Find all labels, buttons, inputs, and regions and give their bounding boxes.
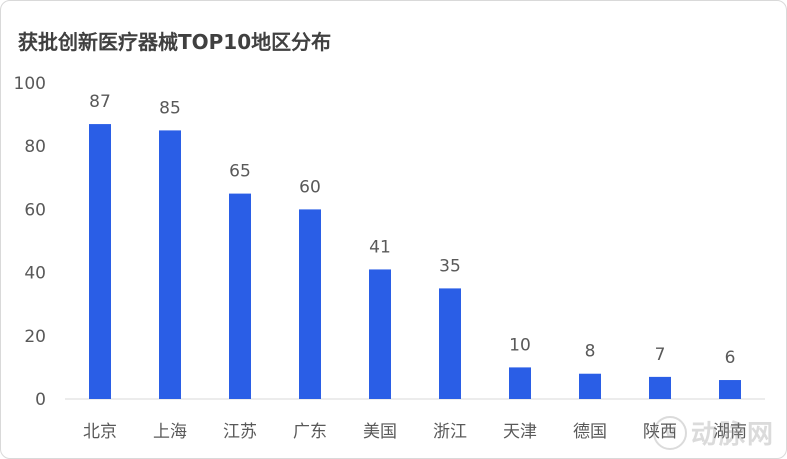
data-label: 60: [299, 177, 321, 197]
x-tick-label: 美国: [363, 422, 397, 442]
y-axis-ticks: 0 20 40 60 80 100: [14, 74, 46, 410]
x-axis-ticks: 北京 上海 江苏 广东 美国 浙江 天津 德国 陕西 湖南: [83, 422, 747, 442]
data-label: 8: [585, 342, 596, 362]
y-tick-label: 60: [24, 200, 46, 220]
x-tick-label: 德国: [573, 422, 607, 442]
chart-title: 获批创新医疗器械TOP10地区分布: [18, 30, 332, 54]
data-label: 7: [655, 345, 666, 365]
y-tick-label: 0: [35, 390, 46, 410]
x-tick-label: 浙江: [433, 422, 467, 442]
bar: [649, 376, 671, 399]
data-label: 6: [725, 348, 736, 368]
data-label: 35: [439, 256, 461, 276]
x-tick-label: 上海: [153, 422, 187, 442]
data-label: 65: [229, 162, 251, 182]
bar: [719, 380, 741, 399]
y-tick-label: 100: [14, 74, 46, 94]
watermark-text: 动脉网: [690, 420, 775, 450]
y-tick-label: 20: [24, 327, 46, 347]
bars: [89, 124, 741, 399]
bar: [159, 130, 181, 399]
bar: [89, 124, 111, 399]
bar: [299, 209, 321, 399]
bar: [439, 288, 461, 399]
bar: [229, 193, 251, 399]
y-tick-label: 80: [24, 137, 46, 157]
data-label: 10: [509, 335, 531, 355]
x-tick-label: 湖南: [713, 422, 747, 442]
y-tick-label: 40: [24, 264, 46, 284]
x-tick-label: 江苏: [223, 422, 257, 442]
data-label: 41: [369, 237, 391, 257]
x-tick-label: 北京: [83, 422, 117, 442]
data-label: 85: [159, 98, 181, 118]
data-label: 87: [89, 92, 111, 112]
watermark-logo-icon: V: [652, 415, 687, 450]
bar: [579, 373, 601, 399]
x-tick-label: 广东: [293, 422, 327, 442]
x-tick-label: 天津: [503, 422, 537, 442]
bar: [369, 269, 391, 399]
watermark: V 动脉网: [652, 414, 775, 451]
bar: [509, 367, 531, 399]
